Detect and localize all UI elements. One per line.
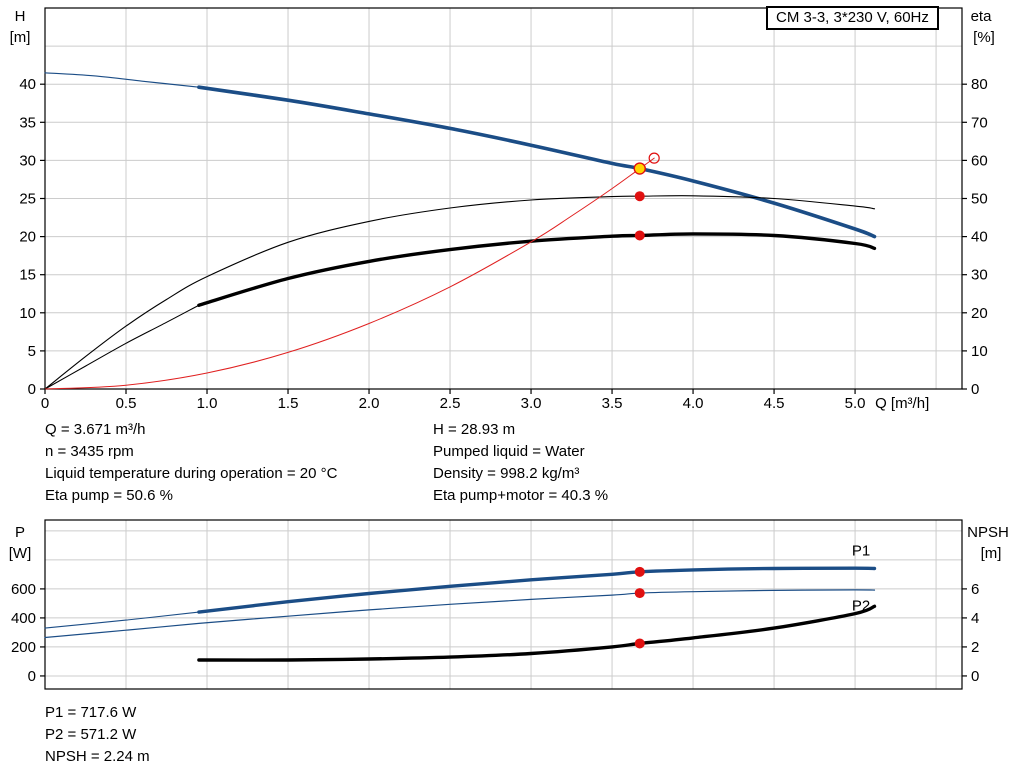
left-axis-label: H (15, 8, 26, 25)
power-npsh-info: P1 = 717.6 W P2 = 571.2 W NPSH = 2.24 m (45, 702, 150, 768)
svg-text:4.0: 4.0 (683, 395, 704, 412)
eta-pump-point (634, 191, 645, 202)
svg-text:3.5: 3.5 (602, 395, 623, 412)
right-axis-unit: [%] (973, 29, 995, 46)
duty-point-outline (648, 152, 660, 164)
p1-curve-low-flow (44, 611, 200, 629)
svg-text:600: 600 (11, 581, 36, 598)
left-axis-label: P (15, 524, 25, 541)
svg-text:50: 50 (971, 191, 988, 208)
svg-text:5.0: 5.0 (845, 395, 866, 412)
right-axis-label: eta (971, 8, 993, 25)
svg-text:0: 0 (41, 395, 49, 412)
right-axis-unit: [m] (981, 545, 1002, 562)
svg-text:3.0: 3.0 (521, 395, 542, 412)
svg-text:70: 70 (971, 114, 988, 131)
x-axis-label: Q [m³/h] (875, 395, 929, 412)
p1-value: P1 = 717.6 W (45, 704, 137, 721)
svg-text:2.0: 2.0 (359, 395, 380, 412)
svg-text:0: 0 (971, 381, 979, 398)
svg-text:1.5: 1.5 (278, 395, 299, 412)
svg-text:20: 20 (19, 229, 36, 246)
svg-text:25: 25 (19, 191, 36, 208)
head-curve-low-flow (44, 72, 200, 88)
p1-curve (197, 566, 877, 614)
right-axis-label: NPSH (967, 524, 1009, 541)
head-value: H = 28.93 m (433, 421, 516, 438)
p2-curve (44, 589, 876, 639)
svg-text:4.5: 4.5 (764, 395, 785, 412)
svg-text:10: 10 (19, 305, 36, 322)
flow-value: Q = 3.671 m³/h (45, 421, 146, 438)
p2-point (634, 588, 645, 599)
pump-model-label: CM 3-3, 3*230 V, 60Hz (766, 6, 939, 30)
svg-text:0: 0 (28, 381, 36, 398)
speed-value: n = 3435 rpm (45, 443, 134, 460)
eta-pump-curve (44, 195, 876, 390)
svg-text:35: 35 (19, 114, 36, 131)
curve-label-p1: P1 (852, 543, 870, 560)
svg-text:10: 10 (971, 343, 988, 360)
svg-text:2: 2 (971, 639, 979, 656)
eta-pump-motor-curve (197, 232, 877, 307)
npsh-point (634, 638, 645, 649)
duty-point[interactable] (633, 162, 646, 175)
left-axis-unit: [m] (10, 29, 31, 46)
svg-text:40: 40 (19, 76, 36, 93)
svg-text:0: 0 (971, 668, 979, 685)
svg-text:30: 30 (19, 152, 36, 169)
density-value: Density = 998.2 kg/m³ (433, 465, 580, 482)
duty-info-left: Q = 3.671 m³/h n = 3435 rpm Liquid tempe… (45, 419, 337, 507)
svg-text:20: 20 (971, 305, 988, 322)
svg-text:6: 6 (971, 581, 979, 598)
liquid-temperature-value: Liquid temperature during operation = 20… (45, 465, 338, 482)
head-curve (197, 85, 877, 239)
svg-text:80: 80 (971, 76, 988, 93)
duty-info-right: H = 28.93 m Pumped liquid = Water Densit… (433, 419, 608, 507)
curve-label-p2: P2 (852, 598, 870, 615)
svg-text:5: 5 (28, 343, 36, 360)
svg-text:60: 60 (971, 152, 988, 169)
left-axis-unit: [W] (9, 545, 32, 562)
eta-pump-value: Eta pump = 50.6 % (45, 487, 173, 504)
npsh-curve (197, 604, 877, 662)
plot-frame (44, 519, 963, 690)
eta-pump-motor-low-flow (44, 304, 200, 390)
svg-text:2.5: 2.5 (440, 395, 461, 412)
svg-text:0: 0 (28, 668, 36, 685)
svg-text:15: 15 (19, 267, 36, 284)
svg-text:40: 40 (971, 229, 988, 246)
npsh-value: NPSH = 2.24 m (45, 748, 150, 765)
svg-text:1.0: 1.0 (197, 395, 218, 412)
p2-value: P2 = 571.2 W (45, 726, 137, 743)
svg-text:200: 200 (11, 639, 36, 656)
pumped-liquid-value: Pumped liquid = Water (433, 443, 585, 460)
svg-text:4: 4 (971, 610, 979, 627)
system-curve (44, 157, 655, 390)
svg-text:400: 400 (11, 610, 36, 627)
eta-pump-motor-value: Eta pump+motor = 40.3 % (433, 487, 609, 504)
svg-text:0.5: 0.5 (116, 395, 137, 412)
svg-text:30: 30 (971, 267, 988, 284)
eta-pump-motor-point (634, 230, 645, 241)
p1-point (634, 566, 645, 577)
